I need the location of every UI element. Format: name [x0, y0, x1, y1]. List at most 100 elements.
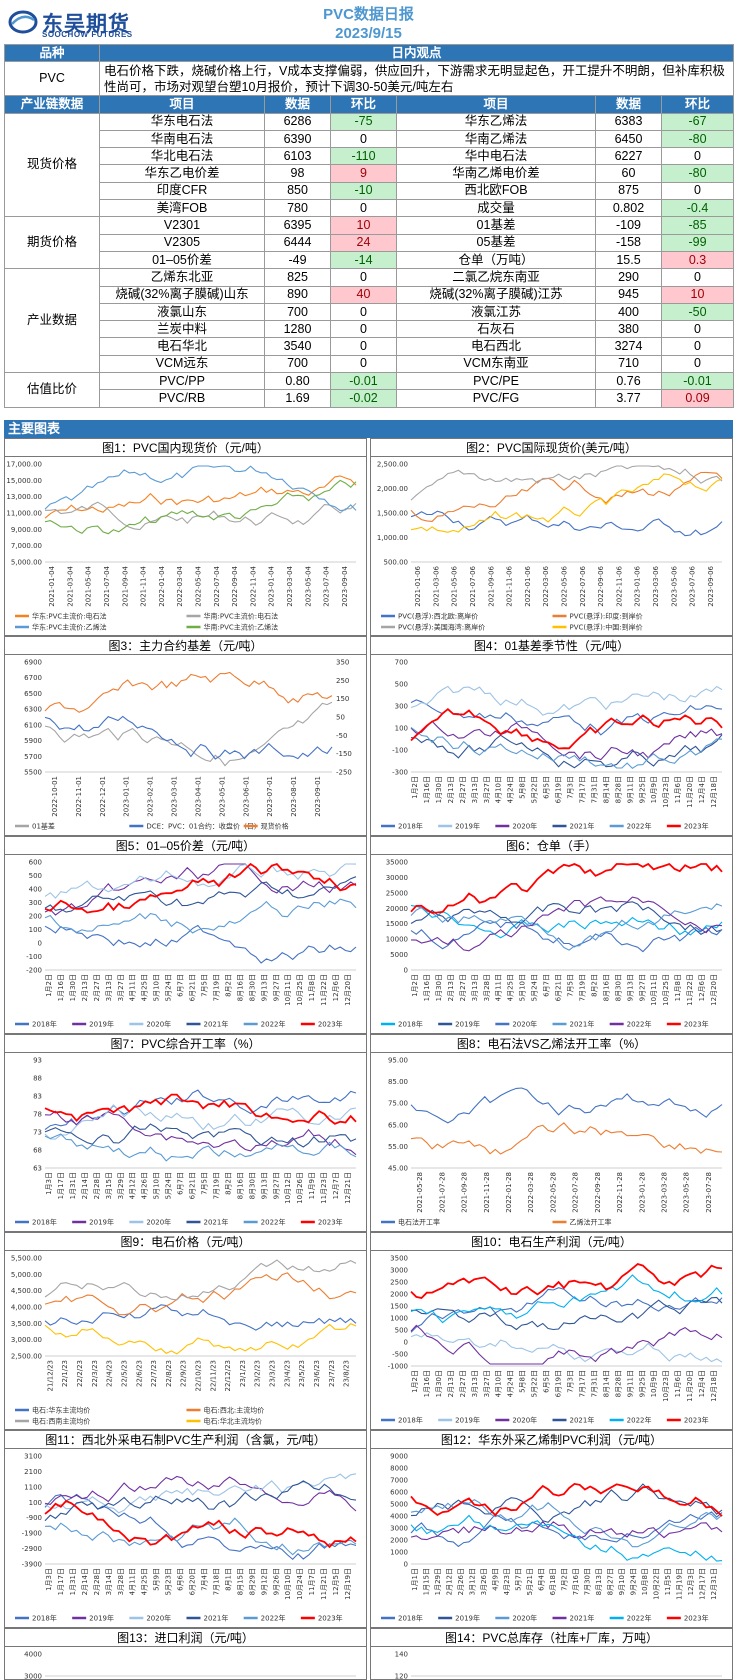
- change-cell: 24: [330, 233, 397, 252]
- x-tick-label: 2月13日: [447, 974, 455, 1001]
- value-cell: 780: [264, 199, 331, 218]
- x-tick-label: 10月9日: [650, 1370, 658, 1397]
- table-row: 烧碱(32%离子膜碱)山东 890 40 烧碱(32%离子膜碱)江苏 945 10: [5, 285, 735, 304]
- y-tick-label: 83: [33, 1093, 42, 1101]
- value-cell: 98: [264, 164, 331, 183]
- legend-label: 2021年: [204, 1614, 229, 1623]
- y-tick-label: 500: [395, 681, 408, 689]
- x-tick-label: 4月11日: [129, 974, 137, 1001]
- x-tick-label: 6月5日: [543, 1370, 551, 1393]
- x-tick-label: 1月30日: [435, 974, 443, 1001]
- x-tick-label: 9月26日: [272, 1568, 280, 1595]
- series-line: [44, 701, 333, 767]
- y-tick-label: 3000: [24, 1673, 42, 1680]
- x-tick-label: 9月27日: [272, 974, 280, 1001]
- y-tick-label: 10000: [386, 936, 408, 944]
- series-line: [410, 920, 723, 953]
- y-tick-label: 2,000.00: [377, 485, 408, 493]
- x-tick-label: 6月21日: [189, 1172, 197, 1199]
- y-tick-label: 3100: [24, 1453, 42, 1461]
- legend-label: 2020年: [146, 1614, 171, 1623]
- y-tick-label: 9,000.00: [11, 526, 42, 534]
- x-tick-label: 1月16日: [423, 776, 431, 803]
- x-tick-label: 2021-11-06: [506, 565, 514, 606]
- x-tick-label: 5月24日: [165, 974, 173, 1001]
- x-tick-label: 2021-03-04: [66, 565, 74, 606]
- x-tick-label: 23/5/23: [298, 1360, 306, 1387]
- legend-label: 2022年: [261, 1218, 286, 1227]
- x-tick-label: 12月4日: [698, 776, 706, 803]
- x-tick-label: 4月10日: [495, 776, 503, 803]
- legend-label: 2021年: [570, 1614, 595, 1623]
- series-line: [44, 1323, 357, 1355]
- x-tick-label: 1月31日: [69, 1172, 77, 1199]
- legend-label: 2018年: [398, 822, 423, 831]
- legend-label: DCE：PVC：01合约：收盘价（日）: [146, 822, 261, 831]
- x-tick-label: 23/3/23: [269, 1360, 277, 1387]
- value-cell: 890: [264, 285, 331, 304]
- item-name-cell: 液氯山东: [99, 302, 265, 322]
- x-tick-label: 2023-09-06: [707, 565, 715, 606]
- y-tick-label: -500: [392, 1351, 408, 1359]
- x-tick-label: 5月21日: [526, 1568, 534, 1595]
- x-tick-label: 10月25日: [662, 974, 670, 1006]
- change-cell: -75: [330, 112, 397, 131]
- item-name-cell: 成交量: [396, 199, 596, 218]
- x-tick-label: 11月6日: [674, 1370, 682, 1397]
- change-cell: -0.02: [330, 389, 397, 408]
- x-tick-label: 2022-07-06: [579, 565, 587, 606]
- table-row: 华南电石法 6390 0 华南乙烯法 6450 -80: [5, 129, 735, 149]
- chart-plot: 90008000700060005000400030002000100001月1…: [381, 1453, 723, 1623]
- series-line: [44, 1104, 357, 1140]
- x-tick-label: 2月27日: [93, 974, 101, 1001]
- y-tick-label: 300: [395, 703, 408, 711]
- x-tick-label: 11月8日: [308, 974, 316, 1001]
- legend-label: 2021年: [570, 1020, 595, 1029]
- x-tick-label: 2月28日: [93, 1172, 101, 1199]
- series-line: [44, 924, 357, 964]
- x-tick-label: 2023-09-04: [341, 565, 349, 606]
- x-tick-label: 2021-07-28: [438, 1172, 446, 1213]
- x-tick-label: 5月22日: [531, 776, 539, 803]
- change-cell: -110: [330, 147, 397, 166]
- legend-label: 华南:PVC主流价:乙烯法: [204, 623, 279, 632]
- report-title: PVC数据日报: [323, 6, 414, 23]
- logo-english-name: SOOCHOW FUTURES: [42, 30, 133, 39]
- y-tick-label: 5900: [24, 737, 42, 745]
- legend-label: 2021年: [204, 1218, 229, 1227]
- series-line: [410, 734, 723, 769]
- item-name-cell: 仓单（万吨）: [396, 250, 596, 270]
- item-name-cell: PVC/RB: [99, 389, 265, 408]
- series-line: [44, 862, 357, 914]
- y-tick-label: 30000: [386, 874, 408, 882]
- change-cell: -85: [660, 216, 735, 235]
- y-tick-label: 15000: [386, 920, 408, 928]
- x-tick-label: 2021-11-28: [483, 1172, 491, 1213]
- y-tick-label: 55.00: [388, 1143, 408, 1151]
- x-tick-label: 2023-03-04: [286, 565, 294, 606]
- x-tick-label: 7月31日: [590, 1370, 598, 1397]
- x-tick-label: 2022-11-06: [615, 565, 623, 606]
- item-name-cell: PVC/PP: [99, 372, 265, 391]
- y-right-tick-label: 150: [336, 695, 349, 703]
- x-tick-label: 1月1日: [411, 1568, 419, 1591]
- series-line: [44, 1272, 357, 1316]
- x-tick-label: 9月27日: [638, 974, 646, 1001]
- legend-label: 乙烯法开工率: [570, 1218, 612, 1227]
- legend-label: 2019年: [89, 1218, 114, 1227]
- x-tick-label: 2022-07-28: [572, 1172, 580, 1213]
- value-cell: -49: [264, 250, 331, 270]
- x-tick-label: 2023-05-28: [683, 1172, 691, 1213]
- x-tick-label: 1月2日: [411, 776, 419, 799]
- table-header-cell: 数据: [595, 95, 662, 114]
- legend-label: 2022年: [627, 1614, 652, 1623]
- change-cell: 0: [330, 320, 397, 339]
- chart-panel: 图6：仓单（手） 35000 30000 25000 20000 15000 10000 50…: [370, 836, 733, 1034]
- legend-label: PVC(悬浮):印度:到岸价: [570, 612, 643, 621]
- x-tick-label: 3月13日: [471, 1370, 479, 1397]
- x-tick-label: 1月2日: [411, 974, 419, 997]
- y-tick-label: 95.00: [388, 1057, 408, 1065]
- x-tick-label: 7月18日: [212, 1568, 220, 1595]
- y-tick-label: 2,500.00: [377, 461, 408, 469]
